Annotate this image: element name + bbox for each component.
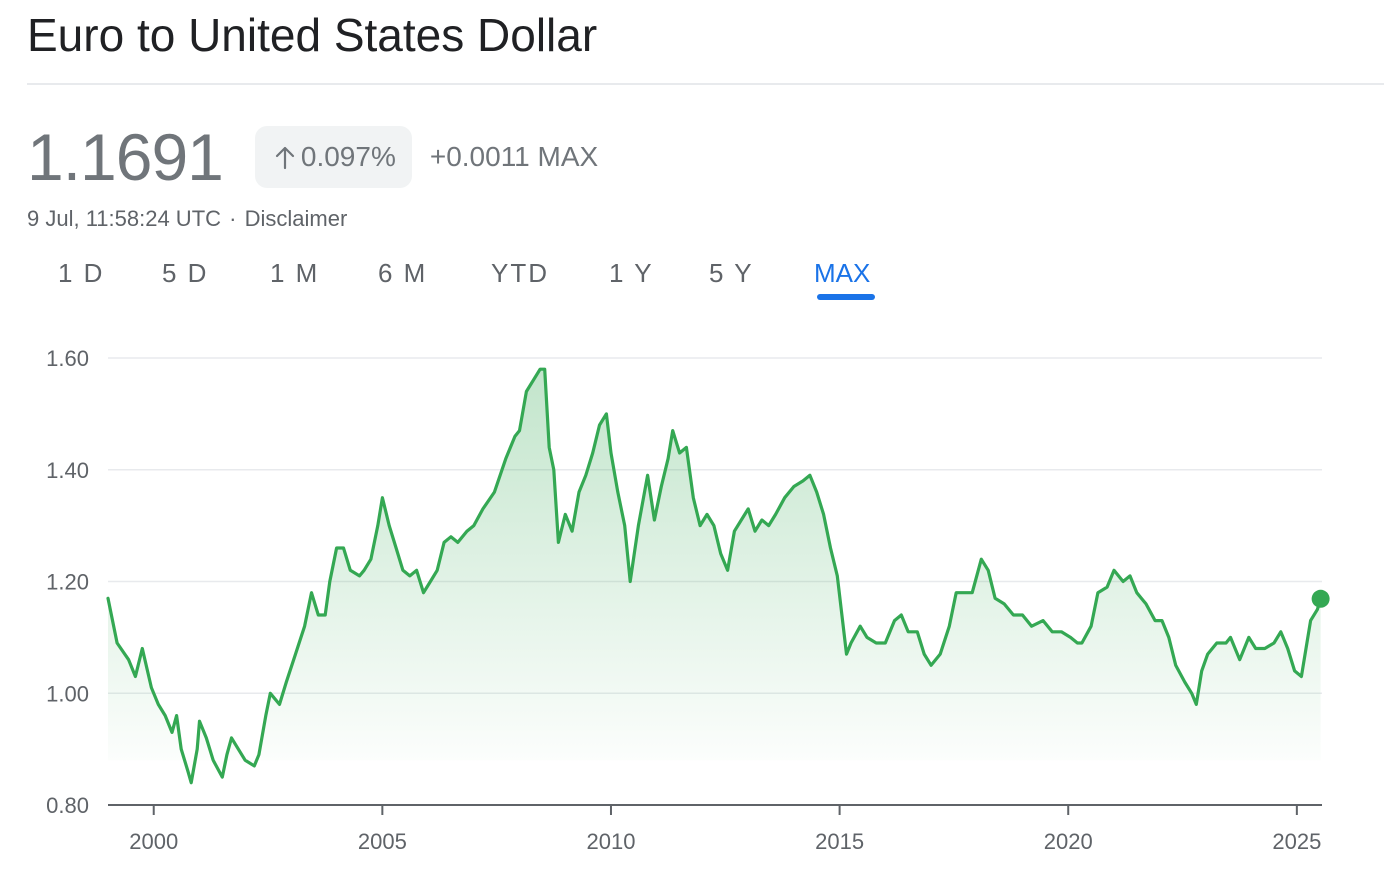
tab-5y[interactable]: 5 Y	[709, 258, 754, 288]
tab-6m[interactable]: 6 M	[378, 258, 428, 288]
x-tick-label: 2000	[129, 829, 178, 854]
y-tick-label: 1.00	[46, 681, 89, 706]
tab-5d[interactable]: 5 D	[162, 258, 209, 288]
y-tick-label: 0.80	[46, 793, 89, 818]
tab-ytd[interactable]: YTD	[491, 258, 549, 288]
y-tick-label: 1.40	[46, 458, 89, 483]
disclaimer-link[interactable]: Disclaimer	[244, 206, 348, 231]
y-tick-label: 1.20	[46, 570, 89, 595]
change-badge: 0.097%	[254, 126, 412, 188]
y-tick-label: 1.60	[46, 346, 89, 371]
price-chart[interactable]: 0.80 1.00 1.20 1.40 1.60 2000 2005 2010 2015 2020…	[0, 330, 1384, 876]
quote-meta: 9 Jul, 11:58:24 UTC · Disclaimer	[27, 206, 347, 232]
arrow-up-icon	[275, 146, 294, 170]
tab-1m[interactable]: 1 M	[270, 258, 320, 288]
x-tick-label: 2015	[815, 829, 864, 854]
tab-1d[interactable]: 1 D	[58, 258, 105, 288]
header-divider	[27, 83, 1384, 85]
change-percent: 0.097%	[300, 141, 396, 172]
timestamp: 9 Jul, 11:58:24 UTC	[27, 206, 222, 231]
active-tab-indicator	[817, 294, 875, 300]
current-price: 1.1691	[27, 120, 224, 194]
x-tick-label: 2025	[1272, 829, 1321, 854]
quote-summary: 1.1691 0.097% +0.0011 MAX	[27, 120, 599, 194]
x-tick-label: 2010	[586, 829, 635, 854]
latest-point-marker	[1311, 589, 1330, 608]
tab-1y[interactable]: 1 Y	[609, 258, 654, 288]
range-tabs: 1 D 5 D 1 M 6 M YTD 1 Y 5 Y MAX	[0, 258, 1384, 304]
change-absolute: +0.0011 MAX	[429, 141, 599, 172]
tab-max[interactable]: MAX	[814, 258, 871, 288]
series-area-fill	[108, 369, 1321, 783]
x-tick-label: 2005	[358, 829, 407, 854]
page-title: Euro to United States Dollar	[27, 9, 598, 61]
x-tick-label: 2020	[1044, 829, 1093, 854]
meta-separator: ·	[229, 206, 237, 231]
series-line	[106, 367, 1323, 785]
